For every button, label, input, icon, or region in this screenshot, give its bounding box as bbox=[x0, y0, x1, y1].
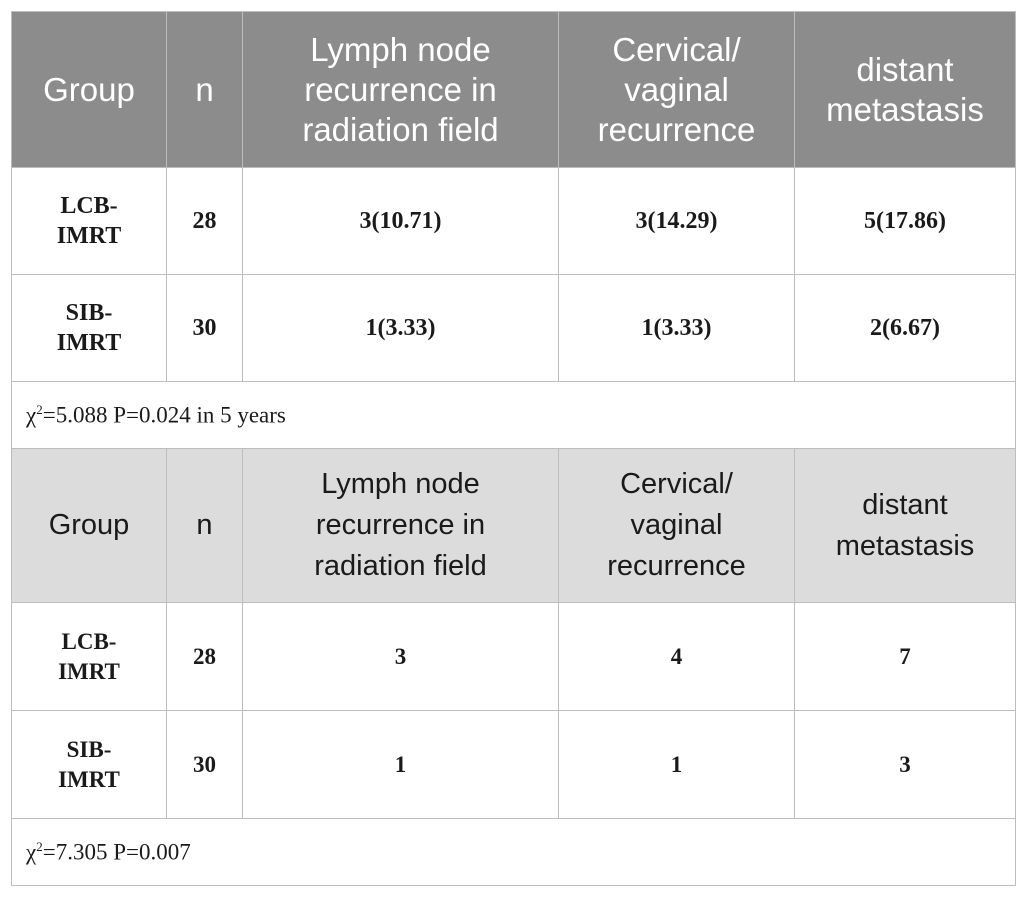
table1-header-row: Group n Lymph node recurrence in radiati… bbox=[11, 11, 1016, 168]
table1-row-lcb: LCB- IMRT 28 3(10.71) 3(14.29) 5(17.86) bbox=[11, 167, 1016, 275]
table2-cell-lymph: 3 bbox=[242, 602, 559, 711]
table2-header-lymph: Lymph node recurrence in radiation field bbox=[242, 448, 559, 603]
table2-cell-group: SIB- IMRT bbox=[11, 710, 167, 819]
table2-cell-distant: 7 bbox=[794, 602, 1016, 711]
table1-cell-distant: 5(17.86) bbox=[794, 167, 1016, 275]
table1-cell-distant: 2(6.67) bbox=[794, 274, 1016, 382]
table2-cell-distant: 3 bbox=[794, 710, 1016, 819]
table2-cell-group: LCB- IMRT bbox=[11, 602, 167, 711]
table2-row-lcb: LCB- IMRT 28 3 4 7 bbox=[11, 602, 1016, 711]
table1-cell-cervical: 1(3.33) bbox=[558, 274, 795, 382]
table2-cell-n: 30 bbox=[166, 710, 243, 819]
table2-header-n: n bbox=[166, 448, 243, 603]
table2-header-distant: distant metastasis bbox=[794, 448, 1016, 603]
table1-cell-n: 28 bbox=[166, 167, 243, 275]
table2-cell-n: 28 bbox=[166, 602, 243, 711]
table1-cell-group: SIB- IMRT bbox=[11, 274, 167, 382]
table2-header-row: Group n Lymph node recurrence in radiati… bbox=[11, 448, 1016, 603]
table1-stat-note: χ2=5.088 P=0.024 in 5 years bbox=[11, 381, 1016, 449]
table1-header-n: n bbox=[166, 11, 243, 168]
table2-cell-lymph: 1 bbox=[242, 710, 559, 819]
table2-stat-note: χ2=7.305 P=0.007 bbox=[11, 818, 1016, 886]
table1-header-distant: distant metastasis bbox=[794, 11, 1016, 168]
table2-cell-cervical: 4 bbox=[558, 602, 795, 711]
table1-cell-group: LCB- IMRT bbox=[11, 167, 167, 275]
table1-cell-lymph: 3(10.71) bbox=[242, 167, 559, 275]
table2-row-sib: SIB- IMRT 30 1 1 3 bbox=[11, 710, 1016, 819]
table2-stat-row: χ2=7.305 P=0.007 bbox=[11, 818, 1016, 886]
table1-cell-lymph: 1(3.33) bbox=[242, 274, 559, 382]
table1-header-lymph: Lymph node recurrence in radiation field bbox=[242, 11, 559, 168]
table1-header-group: Group bbox=[11, 11, 167, 168]
table1-header-cervical: Cervical/ vaginal recurrence bbox=[558, 11, 795, 168]
table1-cell-n: 30 bbox=[166, 274, 243, 382]
table1-cell-cervical: 3(14.29) bbox=[558, 167, 795, 275]
table2-header-cervical: Cervical/ vaginal recurrence bbox=[558, 448, 795, 603]
table1-row-sib: SIB- IMRT 30 1(3.33) 1(3.33) 2(6.67) bbox=[11, 274, 1016, 382]
table2-cell-cervical: 1 bbox=[558, 710, 795, 819]
table2-header-group: Group bbox=[11, 448, 167, 603]
recurrence-table: Group n Lymph node recurrence in radiati… bbox=[11, 11, 1016, 886]
table1-stat-row: χ2=5.088 P=0.024 in 5 years bbox=[11, 381, 1016, 449]
